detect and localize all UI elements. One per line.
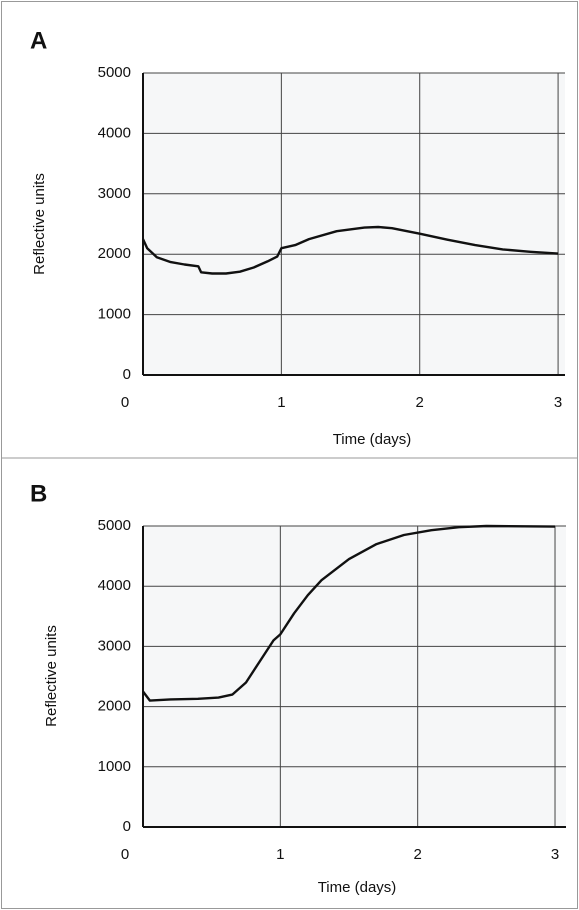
y-tick-label: 4000 <box>98 577 131 594</box>
x-tick-label: 3 <box>551 846 559 863</box>
y-tick-label: 2000 <box>98 245 131 262</box>
plot-area <box>143 73 565 375</box>
x-axis-label: Time (days) <box>318 879 397 896</box>
y-tick-label: 2000 <box>98 698 131 715</box>
y-axis-label: Reflective units <box>31 173 48 275</box>
x-tick-label: 1 <box>276 846 284 863</box>
panel-label: B <box>30 480 47 507</box>
x-tick-label: 2 <box>414 846 422 863</box>
y-tick-label: 5000 <box>98 64 131 81</box>
x-tick-label: 2 <box>416 394 424 411</box>
y-tick-label: 3000 <box>98 185 131 202</box>
x-tick-label: 3 <box>554 394 562 411</box>
y-tick-label: 5000 <box>98 517 131 534</box>
y-tick-label: 1000 <box>98 306 131 323</box>
panel-label: A <box>30 27 47 54</box>
y-tick-label: 3000 <box>98 637 131 654</box>
y-tick-label: 0 <box>123 366 131 383</box>
x-tick-label: 0 <box>121 394 129 411</box>
y-tick-label: 1000 <box>98 758 131 775</box>
data-line <box>141 225 559 275</box>
plot-area <box>143 526 566 827</box>
y-axis-label: Reflective units <box>43 625 60 727</box>
x-tick-label: 0 <box>121 846 129 863</box>
x-tick-label: 1 <box>277 394 285 411</box>
y-tick-label: 4000 <box>98 124 131 141</box>
y-tick-label: 0 <box>123 818 131 835</box>
data-line <box>142 524 556 702</box>
x-axis-label: Time (days) <box>333 431 412 448</box>
